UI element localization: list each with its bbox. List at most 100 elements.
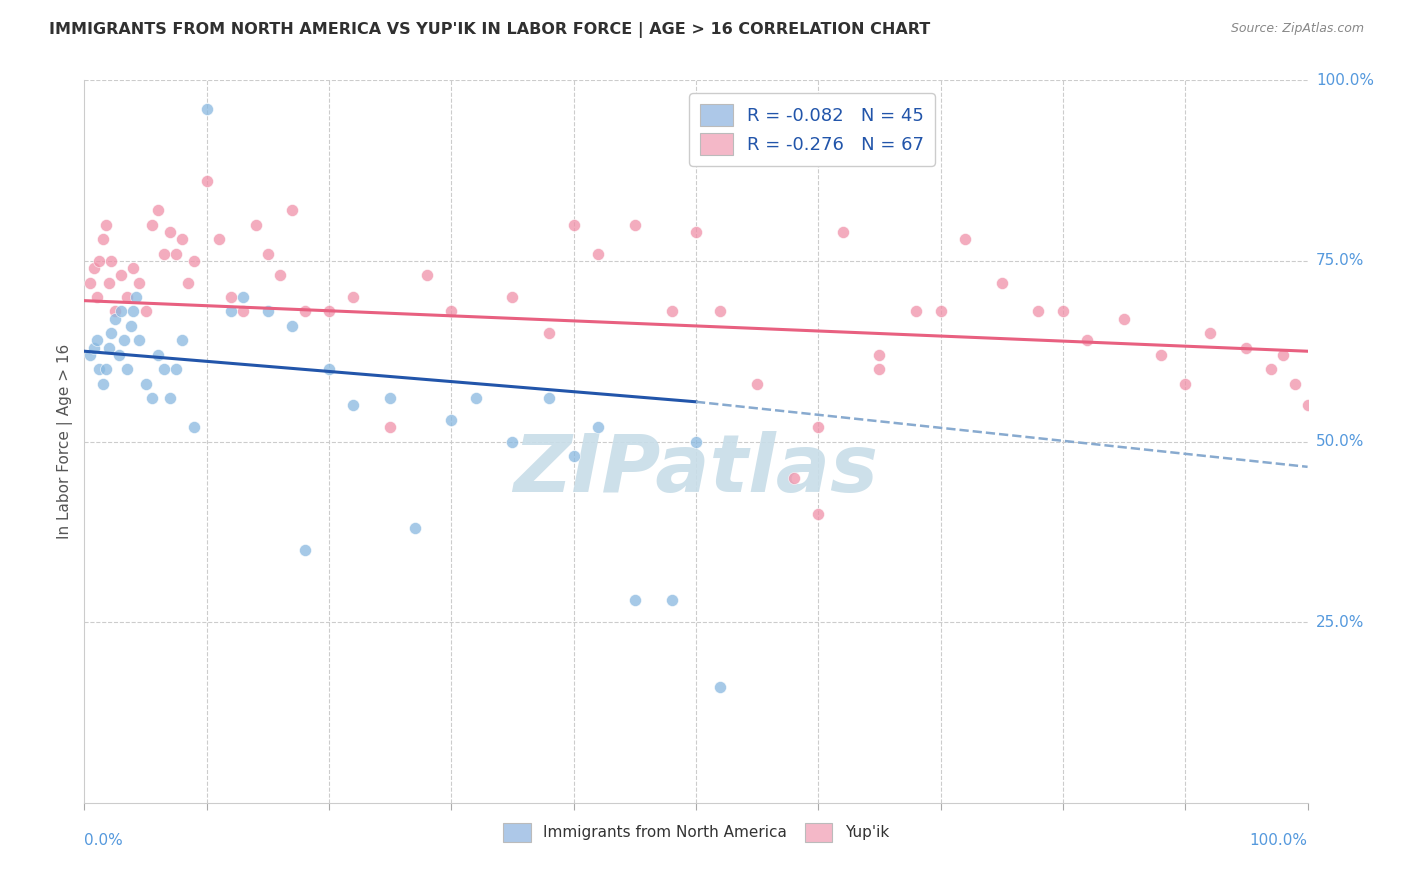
Point (87, 362, 110, 376)
Text: 75.0%: 75.0% (1316, 253, 1364, 268)
Point (709, 680, 731, 694)
Point (183, 253, 205, 268)
Point (1150, 348, 1173, 362)
Point (141, 391, 163, 405)
Point (416, 268, 439, 283)
Point (104, 304, 127, 318)
Point (128, 276, 150, 290)
Point (232, 304, 254, 318)
Point (195, 102, 218, 116)
Point (905, 304, 928, 318)
Point (1052, 304, 1074, 318)
Point (183, 420, 205, 434)
Point (807, 420, 830, 434)
Point (115, 290, 138, 304)
Point (257, 246, 280, 260)
Point (245, 218, 267, 232)
Point (318, 362, 340, 376)
Point (86, 334, 108, 348)
Point (807, 507, 830, 521)
Point (562, 449, 585, 463)
Y-axis label: In Labor Force | Age > 16: In Labor Force | Age > 16 (58, 344, 73, 539)
Point (172, 232, 194, 246)
Point (79, 276, 101, 290)
Point (146, 203, 169, 218)
Point (1076, 334, 1098, 348)
Point (83, 261, 105, 276)
Point (294, 542, 316, 557)
Point (747, 376, 769, 391)
Point (869, 348, 891, 362)
Point (685, 434, 707, 449)
Point (195, 174, 218, 188)
Point (159, 225, 181, 239)
Text: Source: ZipAtlas.com: Source: ZipAtlas.com (1230, 22, 1364, 36)
Point (380, 391, 402, 405)
Text: IMMIGRANTS FROM NORTH AMERICA VS YUP'IK IN LABOR FORCE | AGE > 16 CORRELATION CH: IMMIGRANTS FROM NORTH AMERICA VS YUP'IK … (49, 22, 931, 38)
Point (929, 304, 952, 318)
Point (100, 253, 122, 268)
Point (128, 334, 150, 348)
Point (91, 232, 114, 246)
Text: ZIPatlas: ZIPatlas (513, 432, 879, 509)
Point (538, 391, 561, 405)
Text: 100.0%: 100.0% (1316, 73, 1374, 87)
Point (135, 304, 157, 318)
Text: 0.0%: 0.0% (84, 833, 124, 848)
Point (172, 334, 194, 348)
Point (219, 290, 242, 304)
Point (115, 362, 138, 376)
Point (624, 218, 647, 232)
Point (177, 276, 200, 290)
Point (831, 225, 853, 239)
Point (661, 593, 683, 607)
Point (1174, 376, 1197, 391)
Point (464, 391, 486, 405)
Point (110, 304, 132, 318)
Point (1296, 398, 1319, 412)
Point (112, 334, 135, 348)
Point (1198, 326, 1220, 340)
Point (586, 246, 609, 260)
Point (709, 304, 731, 318)
Point (953, 232, 976, 246)
Point (624, 593, 647, 607)
Point (661, 304, 683, 318)
Point (153, 362, 176, 376)
Point (219, 304, 242, 318)
Text: 50.0%: 50.0% (1316, 434, 1364, 449)
Text: 25.0%: 25.0% (1316, 615, 1364, 630)
Point (125, 290, 148, 304)
Point (586, 420, 609, 434)
Point (440, 413, 463, 427)
Point (502, 434, 524, 449)
Point (1114, 311, 1136, 326)
Point (1284, 376, 1306, 391)
Point (294, 304, 316, 318)
Point (97, 341, 120, 355)
Point (685, 225, 707, 239)
Point (440, 304, 463, 318)
Point (91, 376, 114, 391)
Point (122, 261, 145, 276)
Legend: Immigrants from North America, Yup'ik: Immigrants from North America, Yup'ik (495, 815, 897, 849)
Point (159, 391, 181, 405)
Point (165, 246, 187, 260)
Point (281, 203, 304, 218)
Point (1028, 304, 1050, 318)
Point (146, 348, 169, 362)
Point (342, 290, 364, 304)
Point (783, 470, 806, 484)
Point (502, 290, 524, 304)
Point (1236, 341, 1258, 355)
Point (120, 318, 142, 333)
Point (342, 398, 364, 412)
Point (97, 276, 120, 290)
Point (281, 318, 304, 333)
Point (86, 290, 108, 304)
Point (96, 362, 118, 376)
Point (380, 420, 402, 434)
Point (538, 326, 561, 340)
Point (87, 253, 110, 268)
Point (232, 290, 254, 304)
